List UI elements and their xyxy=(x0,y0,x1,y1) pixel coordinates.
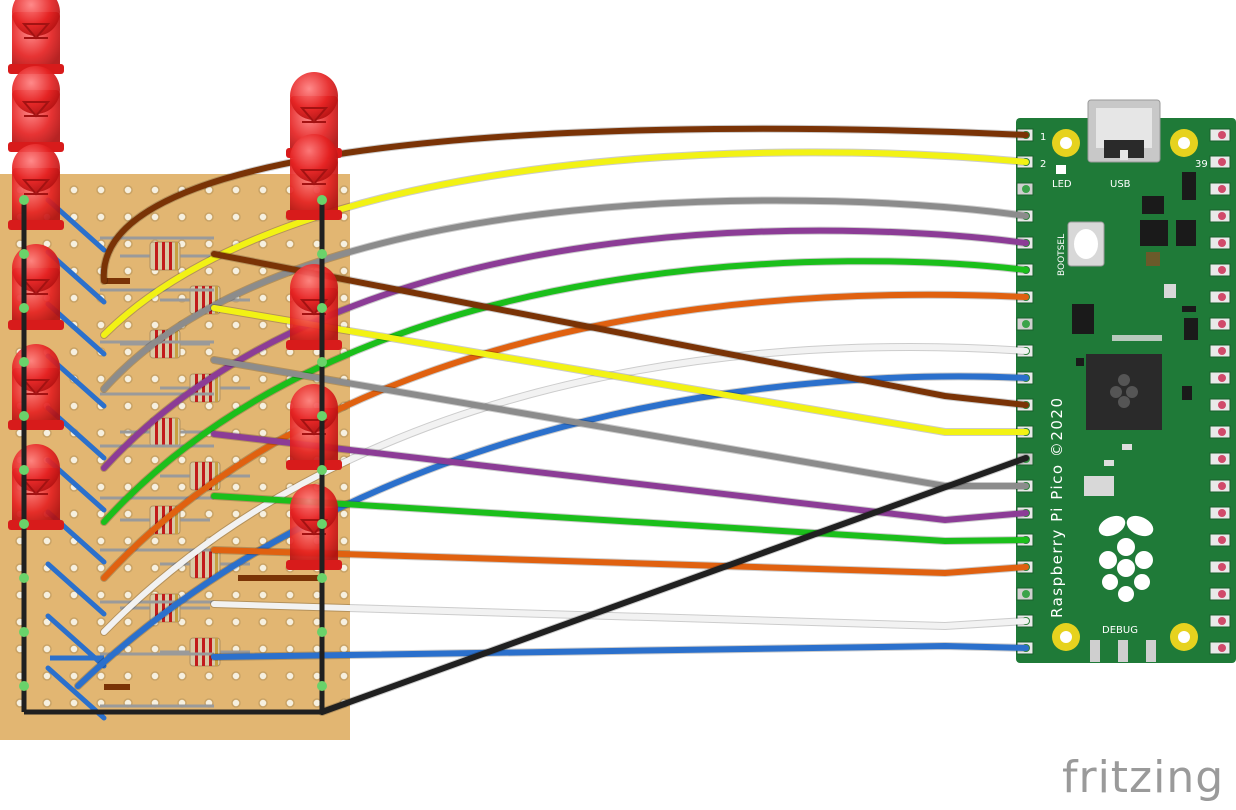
bootsel-label: BOOTSEL xyxy=(1057,234,1067,276)
usb-label: USB xyxy=(1110,179,1131,190)
resistor xyxy=(149,417,181,447)
led xyxy=(8,244,64,330)
wire-blue-arc xyxy=(75,373,1029,689)
wire-brown-straight xyxy=(211,251,1029,408)
led xyxy=(286,264,342,350)
pin-39-label: 39 xyxy=(1195,159,1208,170)
fritzing-logo: fritzing xyxy=(1062,752,1225,803)
led xyxy=(286,384,342,470)
wire-green-straight xyxy=(211,493,1029,545)
wires xyxy=(74,124,1030,716)
board-label: Raspberry Pi Pico ©2020 xyxy=(1048,397,1066,619)
usb-connector xyxy=(1087,99,1161,163)
wire-yellow-arc xyxy=(101,149,1029,338)
pin-1-label: 1 xyxy=(1040,132,1046,143)
led xyxy=(286,134,342,220)
led xyxy=(8,66,64,152)
resistor xyxy=(149,241,181,271)
wire-green-arc xyxy=(101,258,1029,525)
resistor xyxy=(189,637,221,667)
wire-orange-straight xyxy=(211,547,1029,577)
wire-white-straight xyxy=(211,601,1029,630)
ground-rails xyxy=(19,195,327,715)
wire-blue-straight xyxy=(211,642,1029,660)
onboard-led-icon xyxy=(1056,165,1066,174)
jumper-wire xyxy=(45,561,107,617)
wire-brown-arc xyxy=(100,125,1029,284)
raspberry-pi-pico: 1 2 39 LED USB BOOTSEL Raspberry Pi Pico… xyxy=(1016,99,1236,663)
wire-yellow-straight xyxy=(211,305,1029,435)
led xyxy=(8,444,64,530)
led xyxy=(8,144,64,230)
bootsel-button xyxy=(1067,221,1105,267)
rp2040-logo-icon xyxy=(1110,374,1138,408)
pin-2-label: 2 xyxy=(1040,159,1046,170)
wire-purple-arc xyxy=(101,227,1029,471)
debug-label: DEBUG xyxy=(1102,625,1138,636)
wire-gray-arc xyxy=(101,197,1029,392)
led xyxy=(8,0,64,74)
pico-pins-right xyxy=(1209,128,1231,655)
led xyxy=(286,484,342,570)
wire-purple-straight xyxy=(211,431,1029,524)
raspberry-logo-icon xyxy=(1098,515,1154,602)
wire-orange-arc xyxy=(101,291,1029,581)
pico-components xyxy=(1072,172,1198,662)
led-label: LED xyxy=(1052,179,1072,190)
resistor xyxy=(189,549,221,579)
led xyxy=(8,344,64,430)
wire-black-ground xyxy=(319,455,1029,715)
